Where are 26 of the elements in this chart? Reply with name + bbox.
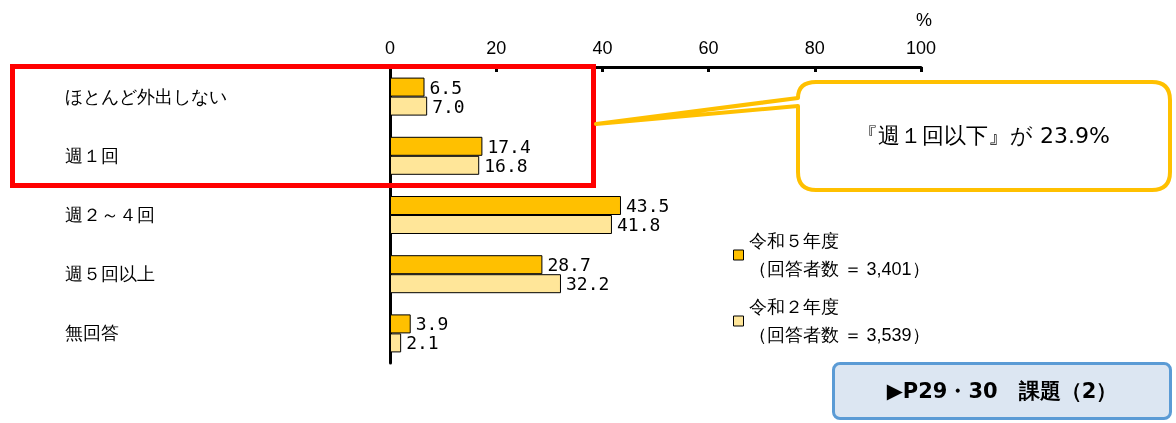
data-label: 32.2: [565, 273, 610, 295]
data-label: 3.9: [415, 313, 449, 335]
y-tick-label: 週１回: [65, 145, 119, 166]
y-tick-label: 無回答: [65, 323, 119, 344]
x2-tick-label: 20: [486, 38, 507, 58]
data-label: 16.8: [484, 154, 528, 176]
y-tick-label: 週２～４回: [65, 205, 155, 225]
data-label: 43.5: [625, 195, 670, 216]
text: 『週１回以下』が 23.9%: [855, 122, 1111, 150]
y-tick-label: 週５回以上: [65, 264, 155, 285]
data-label: 7.0: [432, 95, 465, 117]
x-axis-title: %: [916, 10, 933, 30]
x2-tick-label: 40: [592, 38, 613, 58]
data-label: 2.1: [406, 332, 439, 354]
data-label: 6.5: [429, 76, 463, 98]
y-tick-label: ほとんど外出しない: [65, 86, 227, 107]
data-label: 41.8: [616, 214, 661, 235]
data-label: 17.4: [487, 135, 531, 157]
data-label: 28.7: [547, 254, 591, 276]
x2-tick-label: 100: [905, 38, 937, 58]
legend-label: 令和５年度（回答者数 ＝ 3,401）: [748, 231, 930, 279]
x2-tick-label: 80: [804, 38, 825, 58]
legend-label: 令和２年度（回答者数 ＝ 3,539）: [748, 297, 930, 345]
x2-tick-label: 60: [698, 38, 719, 58]
x2-tick-label: 0: [384, 38, 396, 58]
text: ▶P29・30 課題（2）: [832, 362, 1172, 420]
